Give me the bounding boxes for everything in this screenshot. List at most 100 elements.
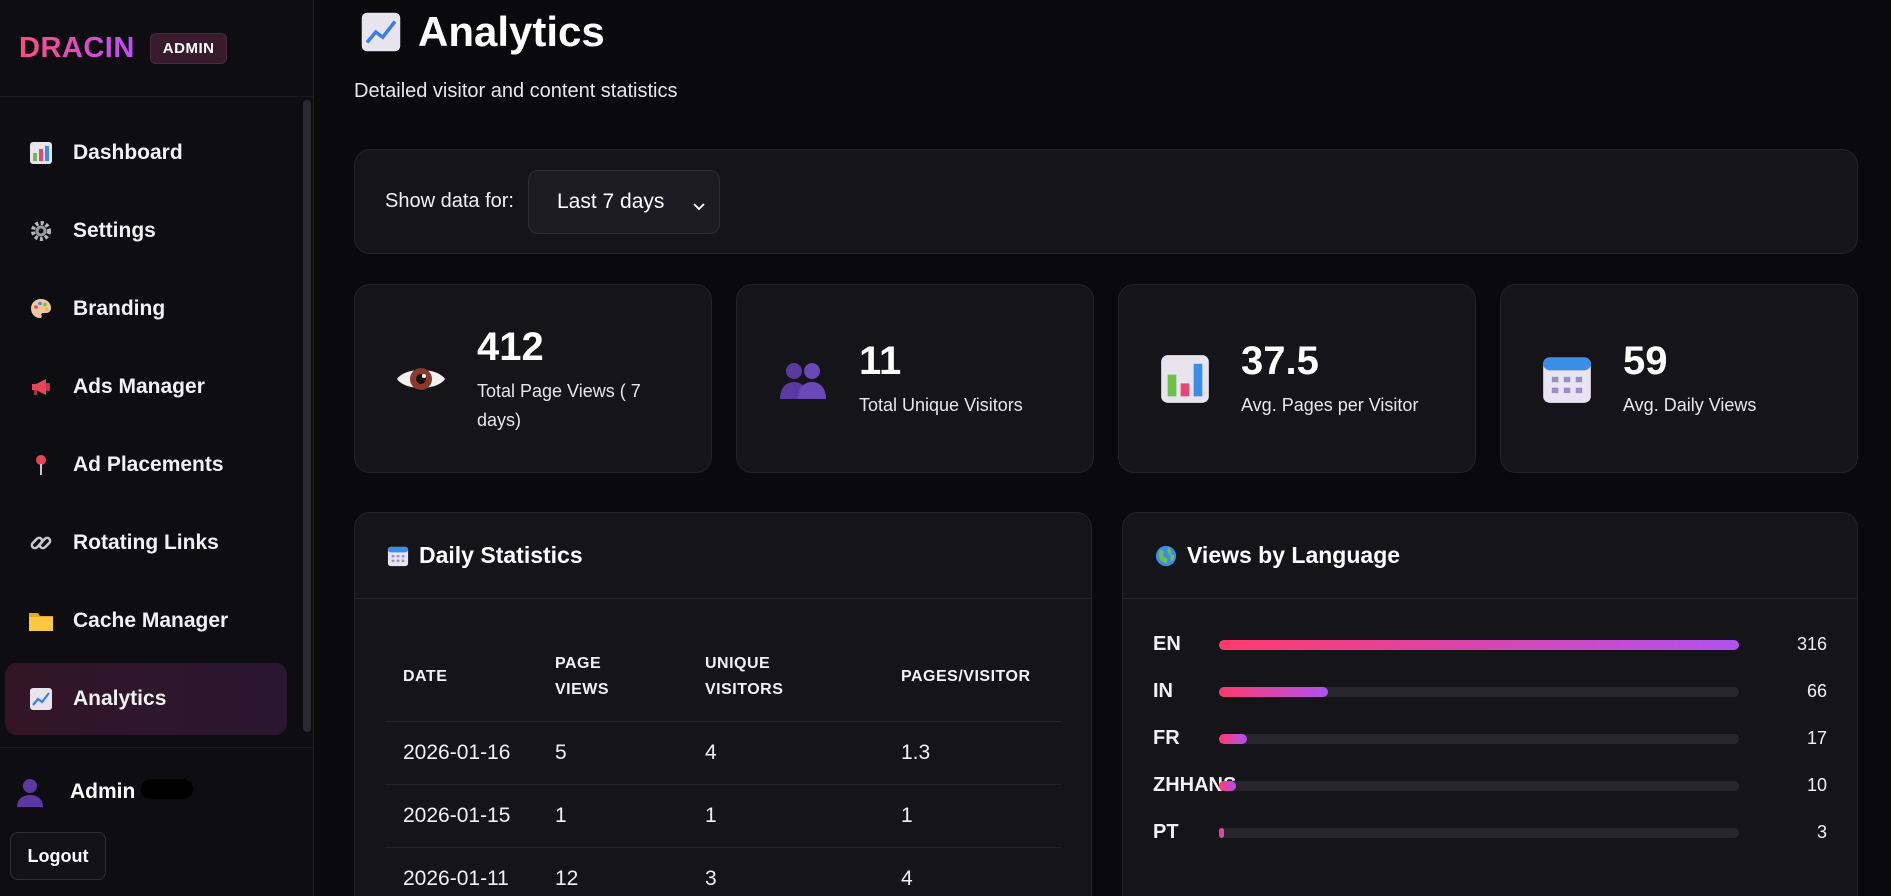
bar-chart-icon [27,139,55,167]
palette-icon [27,295,55,323]
language-count: 66 [1806,681,1827,701]
views-by-language-panel: Views by Language EN 316 IN 66 FR 17 [1122,512,1858,896]
sidebar-item-label: Dashboard [73,141,183,164]
link-icon [27,529,55,557]
stat-text: 59 Avg. Daily Views [1623,337,1756,420]
sidebar-item-label: Cache Manager [73,609,229,632]
stat-value: 412 [477,324,544,369]
table-header-row: DATE PAGE VIEWS UNIQUE VISITORS PAGES/VI… [385,633,1061,722]
sidebar-item-label: Analytics [73,687,167,710]
cell-date: 2026-01-15 [385,784,537,848]
user-name: Admin [70,780,136,803]
column-header-pages-per-visitor[interactable]: PAGES/VISITOR [883,633,1061,722]
user-profile[interactable]: Admin [0,772,313,812]
stat-label: Avg. Daily Views [1623,395,1757,415]
user-avatar-icon [14,776,46,808]
language-bar-fill [1219,827,1225,838]
sidebar-item-label: Rotating Links [73,531,219,554]
page-header: Analytics [360,8,605,56]
stat-text: 37.5 Avg. Pages per Visitor [1241,337,1418,420]
stat-value: 59 [1623,339,1668,383]
sidebar-item-ad-placements[interactable]: Ad Placements [5,429,287,501]
daily-statistics-panel: Daily Statistics DATE PAGE VIEWS UNIQUE … [354,512,1092,896]
filter-label: Show data for: [385,190,514,212]
language-bar-track [1219,733,1739,744]
brand-logo[interactable]: DRACIN [19,31,135,64]
table-row: 2026-01-16 5 4 1.3 [385,721,1061,785]
page-subtitle: Detailed visitor and content statistics [354,80,678,102]
panel-title: Daily Statistics [419,542,583,568]
sidebar-item-rotating-links[interactable]: Rotating Links [5,507,287,579]
list-item: PT 3 [1153,809,1827,856]
language-code: FR [1153,727,1180,749]
date-range-value: Last 7 days [556,189,665,213]
sidebar-item-dashboard[interactable]: Dashboard [5,117,287,189]
logout-button[interactable]: Logout [10,832,106,880]
cell-pages-per-visitor: 1.3 [883,721,1061,785]
panel-header: Daily Statistics [355,513,1091,599]
list-item: EN 316 [1153,621,1827,668]
language-count: 316 [1796,634,1827,654]
language-bar-track [1219,639,1739,650]
gear-icon [27,217,55,245]
sidebar-item-analytics[interactable]: Analytics [5,663,287,735]
language-bar-track [1219,686,1739,697]
admin-badge: ADMIN [149,32,228,64]
date-range-select[interactable]: Last 7 days [527,169,720,234]
sidebar-item-ads-manager[interactable]: Ads Manager [5,351,287,423]
folder-icon [27,607,55,635]
language-count: 10 [1806,775,1827,795]
language-bar-fill [1219,780,1236,791]
daily-table-wrapper: DATE PAGE VIEWS UNIQUE VISITORS PAGES/VI… [355,599,1091,896]
sidebar-nav: Dashboard Settings Branding Ads Manager [0,97,313,735]
calendar-icon [387,545,409,567]
language-bar-track [1219,827,1739,838]
sidebar-item-branding[interactable]: Branding [5,273,287,345]
cell-pages-per-visitor: 4 [883,847,1061,896]
list-item: IN 66 [1153,668,1827,715]
column-header-label: UNIQUE VISITORS [705,654,784,698]
column-header-unique-visitors[interactable]: UNIQUE VISITORS [687,633,883,722]
language-list: EN 316 IN 66 FR 17 ZHHANS 10 [1123,599,1857,856]
cell-date: 2026-01-16 [385,721,537,785]
stat-value: 11 [859,339,902,383]
stat-label: Total Page Views ( 7 days) [477,380,641,430]
cell-unique-visitors: 1 [687,784,883,848]
page-title: Analytics [418,8,605,55]
stat-text: 11 Total Unique Visitors [859,337,1023,420]
list-item: ZHHANS 10 [1153,762,1827,809]
sidebar-item-cache-manager[interactable]: Cache Manager [5,585,287,657]
stat-card-avg-daily-views: 59 Avg. Daily Views [1500,284,1858,473]
megaphone-icon [27,373,55,401]
stat-label: Avg. Pages per Visitor [1241,395,1419,415]
sidebar-item-label: Branding [73,297,166,320]
sidebar-item-label: Ad Placements [73,453,224,476]
brand-header: DRACIN ADMIN [0,0,313,97]
trend-chart-icon [27,685,55,713]
calendar-icon [1541,353,1593,405]
sidebar-scrollbar[interactable] [303,100,311,732]
cell-page-views: 5 [537,721,687,785]
column-header-label: PAGE VIEWS [555,654,610,698]
cell-page-views: 12 [537,847,687,896]
column-header-page-views[interactable]: PAGE VIEWS [537,633,687,722]
language-bar-fill [1219,686,1328,697]
users-icon [777,353,829,405]
globe-icon [1155,545,1177,567]
language-bar-track [1219,780,1739,791]
sidebar-item-label: Settings [73,219,156,242]
cell-unique-visitors: 4 [687,721,883,785]
language-bar-fill [1219,639,1739,650]
cell-pages-per-visitor: 1 [883,784,1061,848]
column-header-date[interactable]: DATE [385,633,537,722]
pin-icon [27,451,55,479]
stat-text: 412 Total Page Views ( 7 days) [477,323,667,435]
language-bar-fill [1219,733,1248,744]
sidebar-item-settings[interactable]: Settings [5,195,287,267]
filter-card: Show data for: Last 7 days [354,149,1858,254]
language-count: 17 [1806,728,1827,748]
language-count: 3 [1816,822,1827,842]
list-item: FR 17 [1153,715,1827,762]
stat-value: 37.5 [1241,339,1319,383]
